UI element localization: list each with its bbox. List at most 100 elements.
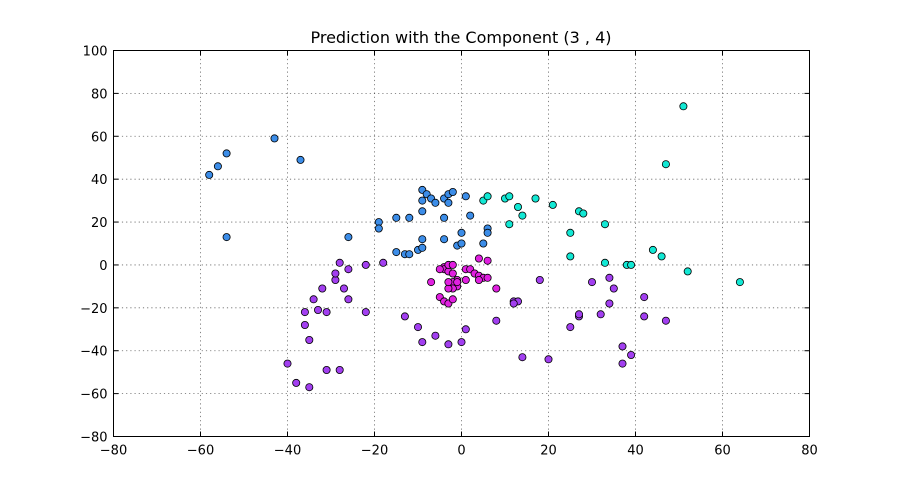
data-point-purple: [300, 320, 309, 329]
data-point-blue: [392, 213, 401, 222]
data-point-blue: [457, 228, 466, 237]
y-tick-label: −60: [80, 388, 107, 403]
data-point-blue: [222, 233, 231, 242]
data-point-magenta: [435, 265, 444, 274]
data-point-purple: [331, 269, 340, 278]
data-point-purple: [431, 331, 440, 340]
data-point-purple: [618, 342, 627, 351]
x-tick-label: −20: [361, 444, 388, 459]
data-point-blue: [440, 235, 449, 244]
data-point-purple: [339, 284, 348, 293]
data-point-purple: [283, 359, 292, 368]
data-point-blue: [296, 155, 305, 164]
data-point-purple: [566, 323, 575, 332]
data-point-magenta: [492, 284, 501, 293]
data-point-purple: [418, 338, 427, 347]
data-point-purple: [335, 258, 344, 267]
data-point-blue: [418, 207, 427, 216]
data-point-cyan: [657, 252, 666, 261]
data-point-blue: [448, 187, 457, 196]
x-tick-label: 60: [714, 444, 731, 459]
data-point-cyan: [531, 194, 540, 203]
data-point-blue: [392, 248, 401, 257]
y-tick-label: −40: [80, 345, 107, 360]
y-tick-label: 40: [91, 173, 108, 188]
data-point-purple: [605, 299, 614, 308]
data-point-blue: [461, 192, 470, 201]
data-point-blue: [418, 235, 427, 244]
data-point-purple: [518, 353, 527, 362]
data-point-cyan: [579, 209, 588, 218]
data-point-magenta: [474, 254, 483, 263]
data-point-purple: [535, 275, 544, 284]
data-point-magenta: [427, 278, 436, 287]
data-point-purple: [609, 284, 618, 293]
y-tick-label: −80: [80, 431, 107, 446]
data-point-cyan: [601, 220, 610, 229]
data-point-cyan: [683, 267, 692, 276]
data-point-blue: [479, 239, 488, 248]
data-point-cyan: [514, 202, 523, 211]
data-point-purple: [400, 312, 409, 321]
data-point-blue: [205, 170, 214, 179]
data-points: [205, 102, 744, 392]
data-point-cyan: [518, 211, 527, 220]
chart-title: Prediction with the Component (3 , 4): [310, 28, 611, 47]
x-tick-label: 80: [801, 444, 818, 459]
data-point-cyan: [566, 252, 575, 261]
data-point-magenta: [474, 275, 483, 284]
y-tick-label: 0: [99, 259, 107, 274]
data-point-cyan: [505, 220, 514, 229]
data-point-purple: [344, 295, 353, 304]
data-point-purple: [640, 293, 649, 302]
data-point-blue: [344, 233, 353, 242]
data-point-purple: [588, 278, 597, 287]
axis-ticks: [113, 50, 810, 437]
data-point-blue: [418, 243, 427, 252]
data-point-purple: [309, 295, 318, 304]
x-tick-label: −40: [274, 444, 301, 459]
data-point-cyan: [627, 260, 636, 269]
data-point-purple: [305, 335, 314, 344]
data-point-purple: [596, 310, 605, 319]
data-point-magenta: [483, 256, 492, 265]
data-point-purple: [313, 305, 322, 314]
data-point-cyan: [601, 258, 610, 267]
data-point-purple: [379, 258, 388, 267]
data-point-cyan: [548, 200, 557, 209]
data-point-purple: [344, 265, 353, 274]
data-point-cyan: [483, 192, 492, 201]
data-point-purple: [492, 316, 501, 325]
data-point-purple: [292, 378, 301, 387]
data-point-magenta: [448, 295, 457, 304]
data-point-purple: [305, 383, 314, 392]
y-tick-label: 80: [91, 87, 108, 102]
data-point-purple: [300, 308, 309, 317]
data-point-blue: [431, 198, 440, 207]
data-point-blue: [270, 134, 279, 143]
data-point-magenta: [453, 278, 462, 287]
data-point-purple: [318, 284, 327, 293]
x-tick-label: 20: [540, 444, 557, 459]
data-point-blue: [222, 149, 231, 158]
data-point-purple: [605, 273, 614, 282]
data-point-cyan: [505, 192, 514, 201]
x-tick-label: −60: [187, 444, 214, 459]
y-tick-label: −20: [80, 302, 107, 317]
data-point-magenta: [448, 260, 457, 269]
data-point-magenta: [448, 269, 457, 278]
x-axis-tick-labels: −80 −60 −40 −20 0 20 40 60 80: [100, 444, 818, 459]
data-point-cyan: [648, 245, 657, 254]
data-point-purple: [322, 308, 331, 317]
data-point-purple: [457, 338, 466, 347]
data-point-purple: [413, 323, 422, 332]
data-point-blue: [405, 213, 414, 222]
data-point-blue: [483, 228, 492, 237]
x-tick-label: 0: [457, 444, 465, 459]
data-point-blue: [440, 213, 449, 222]
data-point-magenta: [483, 273, 492, 282]
data-point-cyan: [566, 228, 575, 237]
data-point-purple: [322, 365, 331, 374]
data-point-purple: [444, 340, 453, 349]
